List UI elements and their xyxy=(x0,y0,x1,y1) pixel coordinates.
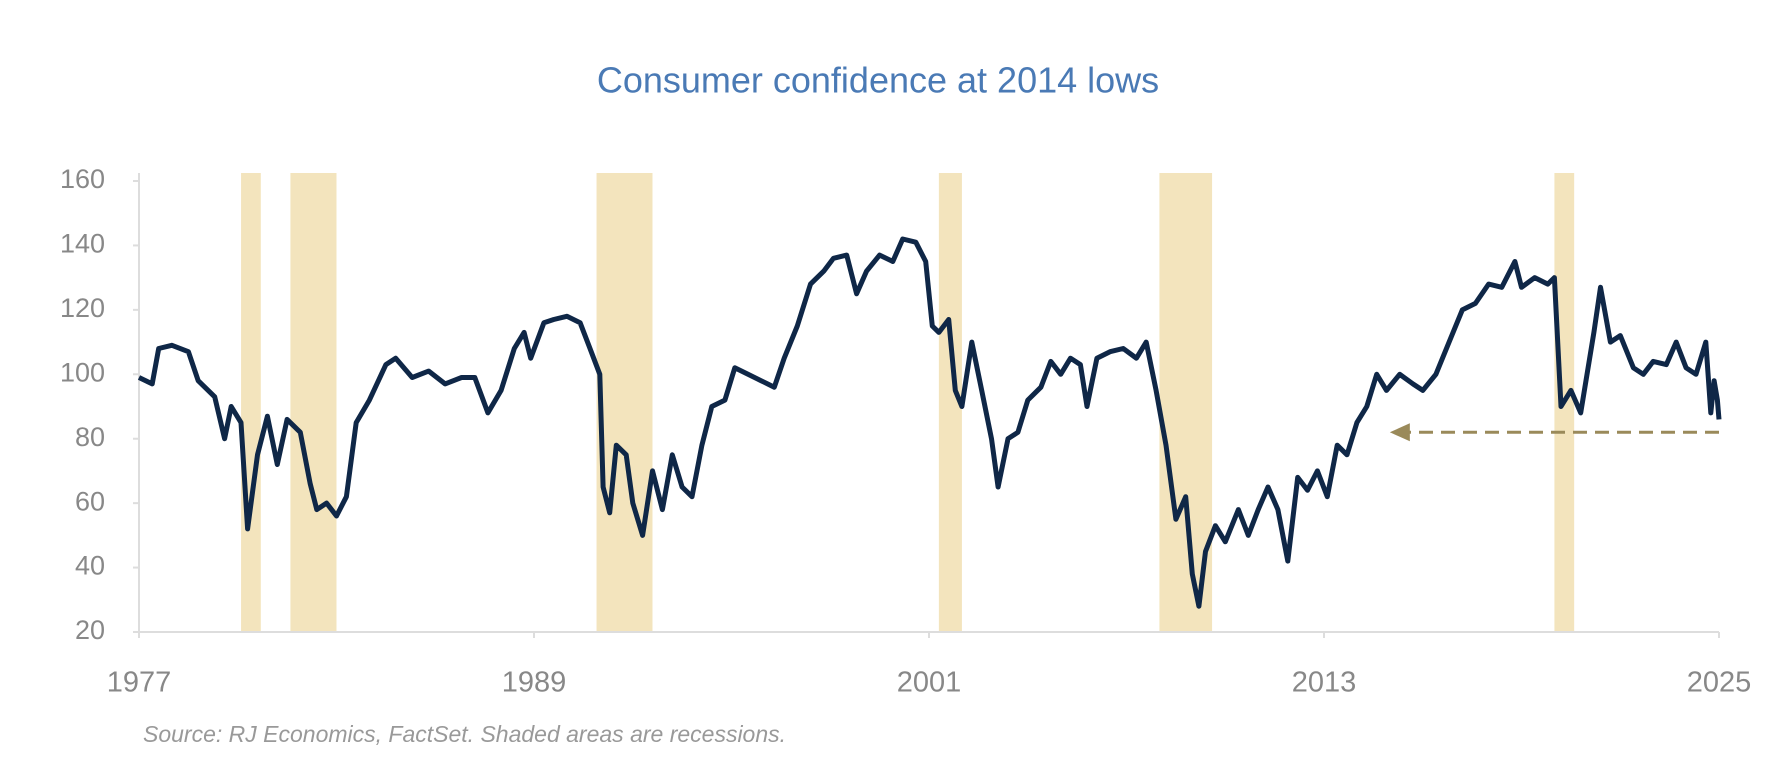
x-tick-label: 1977 xyxy=(107,667,172,699)
y-tick-label: 60 xyxy=(75,486,105,516)
y-tick-label: 40 xyxy=(75,551,105,581)
recession-band xyxy=(290,173,337,632)
y-tick-label: 120 xyxy=(60,293,105,323)
x-tick-label: 2025 xyxy=(1687,667,1752,699)
x-tick-label: 2013 xyxy=(1292,667,1357,699)
y-tick-label: 100 xyxy=(60,357,105,387)
y-tick-label: 20 xyxy=(75,615,105,645)
x-tick-label: 1989 xyxy=(502,667,567,699)
y-tick-label: 80 xyxy=(75,422,105,452)
recession-band xyxy=(241,173,261,632)
chart-title: Consumer confidence at 2014 lows xyxy=(597,60,1159,101)
recession-band xyxy=(938,173,962,632)
arrow-head xyxy=(1389,423,1410,442)
recession-band xyxy=(596,173,653,632)
y-tick-label: 160 xyxy=(60,164,105,194)
series-line xyxy=(137,236,1722,609)
x-tick-label: 2001 xyxy=(897,667,962,699)
y-tick-label: 140 xyxy=(60,229,105,259)
source-note: Source: RJ Economics, FactSet. Shaded ar… xyxy=(143,721,786,747)
